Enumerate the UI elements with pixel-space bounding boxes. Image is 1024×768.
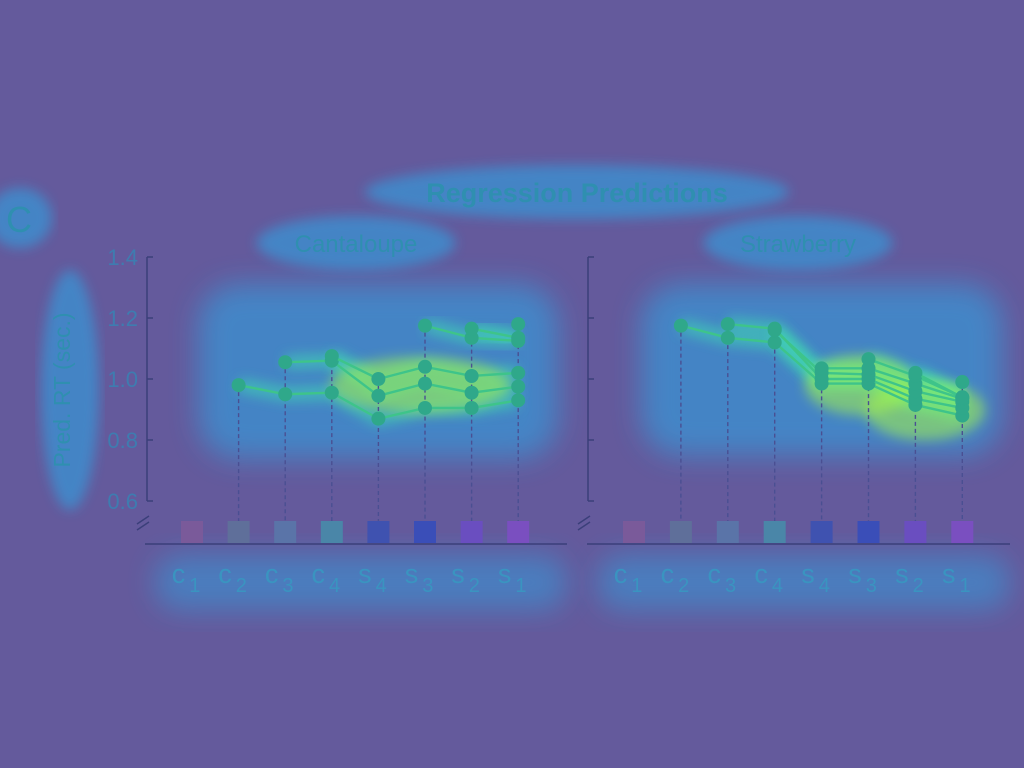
category-marker (320, 521, 343, 543)
data-point (511, 365, 526, 380)
category-marker (507, 521, 530, 543)
category-marker (274, 521, 297, 543)
category-marker (810, 521, 833, 543)
series-line (285, 359, 519, 398)
series-line (821, 367, 963, 400)
y-tick-label: 1.0 (107, 367, 138, 392)
data-point (767, 323, 782, 338)
axis-break-mark (136, 521, 150, 531)
data-point (371, 411, 386, 426)
axis-break-mark (136, 515, 150, 525)
data-point (278, 355, 293, 370)
category-marker (460, 521, 483, 543)
data-point (673, 318, 688, 333)
series-line (914, 371, 963, 399)
category-marker (857, 521, 880, 543)
data-point (511, 330, 526, 345)
y-tick-label: 0.8 (107, 428, 138, 453)
data-point (511, 393, 526, 408)
data-layer (231, 317, 970, 426)
data-point (418, 318, 432, 333)
data-point (418, 400, 432, 415)
y-tick-label: 0.6 (107, 489, 138, 514)
y-tick-label: 1.4 (107, 245, 138, 270)
category-marker (763, 521, 786, 543)
category-marker (181, 521, 203, 543)
series-line (471, 327, 519, 340)
category-marker (414, 521, 436, 543)
axes: 0.6 0.8 1.0 1.2 1.4 c 1 c 2 c 3 c 4 s 4 s 3 s 2 s 1 c 1 c 2 c 3 c 4 s… (107, 245, 1010, 597)
data-point (955, 375, 970, 390)
data-point (418, 376, 432, 391)
data-point (324, 385, 339, 400)
category-marker (904, 521, 927, 543)
chart-title: Regression Predictions (426, 178, 728, 208)
category-marker (716, 521, 739, 543)
data-point (955, 390, 970, 405)
attention-glow (155, 284, 1010, 610)
data-point (324, 349, 339, 364)
y-axis-label: Pred. RT (sec.) (49, 312, 75, 467)
data-point (511, 317, 526, 332)
category-marker (669, 521, 692, 543)
data-point (814, 361, 829, 376)
data-point (278, 387, 293, 402)
y-tick-label: 1.2 (107, 306, 138, 331)
data-point (231, 378, 246, 393)
axis-break-mark (577, 515, 591, 525)
category-marker (227, 521, 250, 543)
data-point (908, 365, 923, 380)
data-point (464, 385, 479, 400)
data-point (464, 368, 479, 383)
text-halo (0, 165, 893, 510)
category-marker (951, 521, 974, 543)
panel-letter: C (6, 199, 32, 240)
category-marker (367, 521, 390, 543)
data-point (464, 400, 479, 415)
data-point (861, 352, 876, 367)
axis-break-mark (577, 521, 591, 531)
data-point (371, 388, 386, 403)
data-point (418, 359, 432, 374)
panel-title-left: Cantaloupe (295, 231, 418, 258)
data-point (464, 321, 479, 336)
panel-title-right: Strawberry (740, 231, 856, 258)
data-point (511, 379, 526, 394)
series-line (727, 322, 963, 410)
data-point (767, 335, 782, 350)
data-point (720, 317, 735, 332)
data-point (720, 330, 735, 345)
category-marker (623, 521, 645, 543)
data-point (371, 372, 386, 386)
